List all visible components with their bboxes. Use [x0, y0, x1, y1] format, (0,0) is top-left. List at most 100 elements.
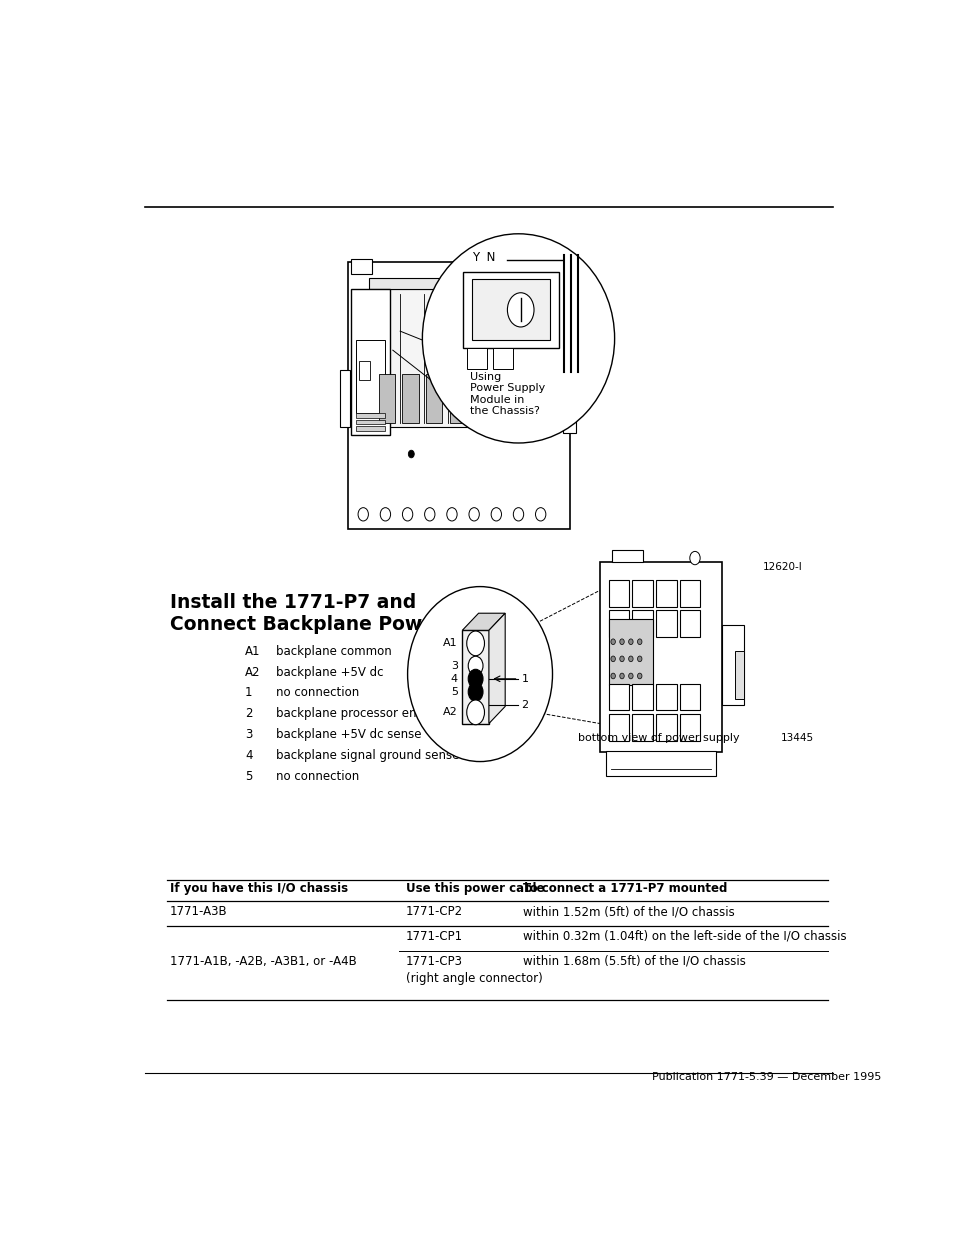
Text: 2: 2 — [521, 700, 528, 710]
Bar — [369, 289, 549, 427]
Polygon shape — [462, 614, 505, 630]
Text: 1771-CP2: 1771-CP2 — [406, 905, 463, 918]
Text: 4: 4 — [245, 750, 253, 762]
Text: 1: 1 — [245, 687, 253, 699]
Bar — [426, 374, 442, 422]
Circle shape — [380, 508, 390, 521]
Text: Y  N: Y N — [472, 251, 495, 264]
Bar — [599, 562, 721, 752]
Text: within 0.32m (1.04ft) on the left-side of the I/O chassis: within 0.32m (1.04ft) on the left-side o… — [522, 930, 845, 942]
Bar — [632, 580, 653, 606]
Text: Publication 1771-5.39 — December 1995: Publication 1771-5.39 — December 1995 — [651, 1072, 880, 1082]
Text: A2: A2 — [442, 708, 457, 718]
Text: Install the 1771-P7 and
Connect Backplane Power: Install the 1771-P7 and Connect Backplan… — [170, 593, 443, 635]
Text: To connect a 1771-P7 mounted: To connect a 1771-P7 mounted — [522, 882, 726, 895]
Bar — [520, 374, 537, 422]
Text: 12620-I: 12620-I — [761, 562, 801, 572]
Bar — [679, 580, 700, 606]
Bar — [735, 651, 743, 699]
Circle shape — [619, 656, 623, 662]
Bar — [402, 374, 418, 422]
Circle shape — [535, 508, 545, 521]
Bar — [605, 751, 715, 776]
Bar — [355, 420, 385, 425]
Text: backplane signal ground sense: backplane signal ground sense — [275, 750, 459, 762]
Text: backplane +5V dc: backplane +5V dc — [275, 666, 383, 678]
Bar — [608, 714, 629, 741]
Bar — [351, 258, 372, 274]
Bar — [721, 625, 743, 704]
Text: bottom view of power supply: bottom view of power supply — [577, 732, 739, 742]
Circle shape — [628, 638, 633, 645]
Text: within 1.68m (5.5ft) of the I/O chassis: within 1.68m (5.5ft) of the I/O chassis — [522, 955, 745, 967]
Text: If you have this I/O chassis: If you have this I/O chassis — [170, 882, 347, 895]
Circle shape — [619, 638, 623, 645]
Text: 3: 3 — [245, 729, 252, 741]
Bar — [497, 374, 513, 422]
Circle shape — [628, 673, 633, 679]
Circle shape — [491, 508, 501, 521]
Text: backplane common: backplane common — [275, 645, 392, 657]
Text: 5: 5 — [451, 687, 457, 697]
Bar — [632, 684, 653, 710]
Bar — [348, 262, 570, 529]
Bar — [656, 684, 676, 710]
Bar — [351, 289, 390, 436]
Bar — [462, 272, 558, 348]
Text: 5: 5 — [245, 771, 252, 783]
Circle shape — [628, 656, 633, 662]
Bar — [355, 340, 385, 414]
Bar — [492, 348, 513, 369]
Bar — [562, 380, 576, 432]
Bar — [608, 684, 629, 710]
Bar — [632, 714, 653, 741]
Bar — [473, 374, 489, 422]
Text: backplane processor enable: backplane processor enable — [275, 708, 441, 720]
Circle shape — [619, 673, 623, 679]
Bar — [656, 580, 676, 606]
Bar — [472, 279, 550, 341]
Bar — [355, 426, 385, 431]
Bar — [608, 619, 653, 685]
Bar — [679, 714, 700, 741]
Circle shape — [408, 451, 414, 458]
Text: (right angle connector): (right angle connector) — [406, 972, 542, 984]
Ellipse shape — [468, 656, 482, 676]
Ellipse shape — [466, 700, 484, 725]
Text: A1: A1 — [245, 645, 260, 657]
Bar — [449, 374, 465, 422]
Ellipse shape — [466, 631, 484, 656]
Ellipse shape — [422, 233, 614, 443]
Text: 4: 4 — [450, 674, 457, 684]
Bar — [632, 610, 653, 637]
Text: 1771-A1B, -A2B, -A3B1, or -A4B: 1771-A1B, -A2B, -A3B1, or -A4B — [170, 955, 355, 967]
Polygon shape — [488, 614, 505, 724]
Text: no connection: no connection — [275, 687, 359, 699]
Circle shape — [689, 551, 700, 564]
Text: 13445: 13445 — [781, 732, 813, 742]
Text: 1771-CP1: 1771-CP1 — [406, 930, 463, 942]
Bar — [358, 361, 370, 379]
Circle shape — [513, 508, 523, 521]
Bar — [612, 551, 642, 562]
Text: Use this power cable: Use this power cable — [406, 882, 544, 895]
Text: 1: 1 — [521, 674, 528, 684]
Bar — [378, 374, 395, 422]
Bar — [656, 610, 676, 637]
Ellipse shape — [468, 669, 482, 688]
Circle shape — [469, 508, 478, 521]
Bar — [608, 580, 629, 606]
Text: within 1.52m (5ft) of the I/O chassis: within 1.52m (5ft) of the I/O chassis — [522, 905, 734, 918]
Circle shape — [507, 293, 534, 327]
Text: 1771-CP3: 1771-CP3 — [406, 955, 462, 967]
Circle shape — [610, 673, 615, 679]
Bar — [679, 610, 700, 637]
Text: no connection: no connection — [275, 771, 359, 783]
Bar — [608, 610, 629, 637]
Circle shape — [610, 638, 615, 645]
Bar — [679, 684, 700, 710]
Bar — [462, 630, 488, 724]
Text: Using
Power Supply
Module in
the Chassis?: Using Power Supply Module in the Chassis… — [470, 372, 545, 416]
Circle shape — [610, 656, 615, 662]
Circle shape — [637, 656, 641, 662]
